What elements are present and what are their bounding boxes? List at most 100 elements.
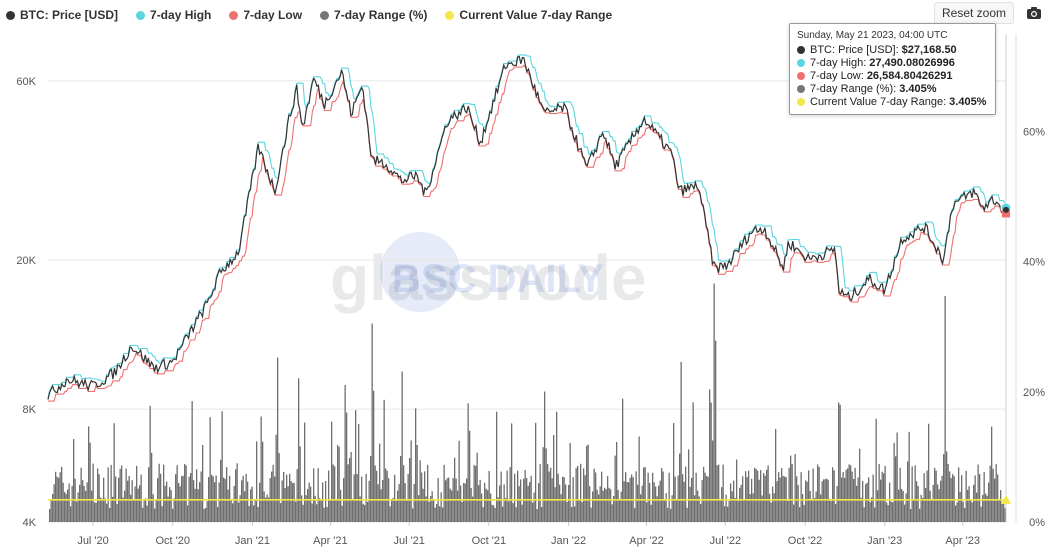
tooltip-row-7day-high: 7-day High: 27,490.08026996 (797, 56, 989, 69)
range-bar (121, 465, 123, 522)
range-bar (178, 482, 180, 522)
range-bar (1003, 501, 1005, 522)
range-bar (248, 506, 250, 522)
range-bar (596, 489, 598, 522)
range-bar (659, 480, 661, 522)
range-bar (949, 471, 951, 522)
range-bar (920, 494, 922, 522)
legend-item-current-range[interactable]: Current Value 7-day Range (445, 8, 612, 22)
range-bar (976, 492, 978, 522)
range-bar (791, 464, 793, 522)
range-bar (65, 493, 67, 522)
range-bar (179, 486, 181, 522)
range-bar (959, 491, 961, 522)
range-bar (829, 498, 831, 522)
range-bar (800, 472, 802, 522)
range-bar (856, 485, 858, 522)
range-bar (718, 464, 720, 522)
range-bar (730, 483, 732, 522)
range-bar (292, 483, 294, 522)
range-bar (77, 492, 79, 522)
legend-item-7day-high[interactable]: 7-day High (136, 8, 211, 22)
range-bar (337, 445, 339, 522)
range-bar (367, 501, 369, 522)
range-bar (755, 469, 757, 522)
range-bar (383, 399, 385, 522)
range-bar (514, 473, 516, 522)
reset-zoom-button[interactable]: Reset zoom (934, 2, 1014, 24)
range-bar (283, 471, 285, 522)
range-bar (587, 444, 589, 522)
x-tick-label: Jul '20 (77, 535, 108, 547)
range-bar (833, 470, 835, 522)
range-bar (494, 508, 496, 522)
range-bar (460, 485, 462, 522)
range-bar (206, 501, 208, 522)
y-left-tick-label: 8K (23, 404, 37, 416)
range-bar (778, 472, 780, 522)
x-tick-label: Jan '23 (867, 535, 902, 547)
range-bar (766, 469, 768, 522)
range-bar (409, 458, 411, 522)
range-bar (247, 481, 249, 522)
range-bar (628, 482, 630, 522)
range-bar (781, 468, 783, 522)
range-bar (769, 493, 771, 522)
range-bar (358, 424, 360, 522)
range-bar (166, 481, 168, 522)
range-bar (922, 497, 924, 522)
range-bar (814, 498, 816, 522)
range-bar (70, 506, 72, 522)
range-bar (832, 467, 834, 522)
range-bar (775, 429, 777, 522)
range-bar (811, 500, 813, 522)
range-bar (82, 480, 84, 522)
range-bar (257, 507, 259, 522)
range-bar (344, 385, 346, 522)
range-bar (665, 493, 667, 522)
range-bar (923, 473, 925, 522)
range-bar (617, 489, 619, 522)
range-bar (407, 473, 409, 522)
range-bar (941, 475, 943, 522)
legend-item-price[interactable]: BTC: Price [USD] (6, 8, 118, 22)
range-bar (88, 426, 90, 522)
range-bar (284, 488, 286, 522)
range-bar (749, 494, 751, 522)
range-bar (380, 489, 382, 522)
range-bar (275, 434, 277, 522)
range-bar (124, 490, 126, 522)
legend-item-7day-range[interactable]: 7-day Range (%) (320, 8, 427, 22)
range-bar (679, 453, 681, 522)
range-bar (871, 497, 873, 522)
range-bar (488, 470, 490, 522)
range-bar (664, 500, 666, 522)
range-bar (370, 456, 372, 522)
range-bar (263, 491, 265, 522)
range-bar (566, 501, 568, 522)
legend-dot-price (6, 10, 15, 20)
range-bar (986, 495, 988, 522)
range-bar (148, 467, 150, 522)
range-bar (571, 507, 573, 522)
range-bar (736, 459, 738, 522)
range-bar (521, 504, 523, 522)
legend-item-7day-low[interactable]: 7-day Low (229, 8, 302, 22)
range-bar (847, 468, 849, 522)
range-bar (125, 468, 127, 522)
range-bar (197, 489, 199, 522)
range-bar (686, 507, 688, 522)
range-bar (397, 490, 399, 522)
range-bar (479, 479, 481, 522)
range-bar (194, 488, 196, 522)
range-bar (329, 499, 331, 522)
range-bar (595, 472, 597, 522)
range-bar (332, 464, 334, 522)
range-bar (307, 489, 309, 522)
range-bar (875, 418, 877, 522)
camera-icon[interactable] (1022, 3, 1046, 23)
range-bar (238, 502, 240, 522)
tooltip-label-price: BTC: Price [USD]: (810, 43, 899, 56)
range-bar (802, 494, 804, 522)
